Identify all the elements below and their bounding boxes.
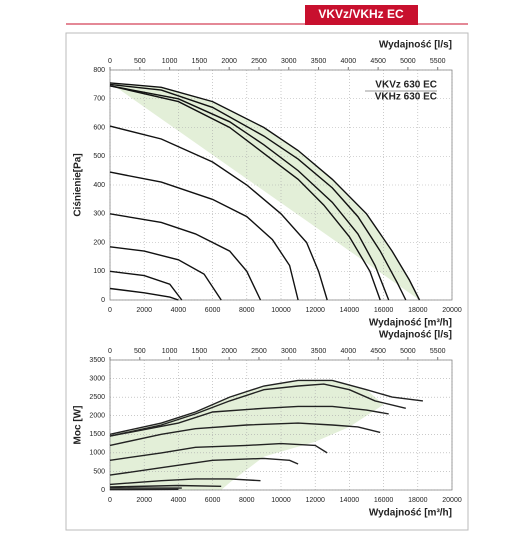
x2-tick-label: 2500 [251, 348, 267, 355]
header-box [305, 5, 418, 25]
curve [109, 442, 328, 461]
x-tick-label: 0 [108, 307, 112, 314]
y-tick-label: 3000 [89, 375, 105, 382]
x2-tick-label: 0 [108, 58, 112, 65]
curve [109, 83, 407, 301]
curve [109, 270, 183, 301]
plot-border [109, 69, 453, 301]
x2-tick-label: 2500 [251, 58, 267, 65]
x-tick-label: 8000 [239, 307, 255, 314]
y-tick-label: 1500 [89, 431, 105, 438]
x2-axis-title: Wydajność [l/s] [379, 40, 452, 51]
y-tick-label: 600 [93, 124, 105, 131]
x2-tick-label: 1500 [192, 348, 208, 355]
y-tick-label: 1000 [89, 450, 105, 457]
x-tick-label: 20000 [442, 497, 462, 504]
x2-tick-label: 4500 [370, 348, 386, 355]
frame [65, 32, 469, 531]
curve [109, 125, 328, 301]
x2-tick-label: 500 [134, 348, 146, 355]
x-tick-label: 4000 [171, 497, 187, 504]
y-tick-label: 500 [93, 153, 105, 160]
x2-tick-label: 4500 [370, 58, 386, 65]
x2-tick-label: 1000 [162, 348, 178, 355]
y-tick-label: 500 [93, 468, 105, 475]
x-tick-label: 16000 [374, 497, 394, 504]
x2-tick-label: 1500 [192, 58, 208, 65]
y-tick-label: 200 [93, 239, 105, 246]
y-tick-label: 700 [93, 96, 105, 103]
curve [109, 422, 381, 447]
x-tick-label: 8000 [239, 497, 255, 504]
y-tick-label: 2000 [89, 413, 105, 420]
curve [109, 379, 423, 435]
annotation: VKVz 630 EC [375, 80, 437, 91]
y-axis-title: Ciśnienie[Pa] [73, 153, 84, 216]
x2-tick-label: 4000 [341, 348, 357, 355]
y-tick-label: 0 [101, 487, 105, 494]
x-tick-label: 2000 [136, 307, 152, 314]
x-axis-title: Wydajność [m³/h] [369, 508, 452, 519]
x-tick-label: 6000 [205, 497, 221, 504]
curve [109, 246, 222, 301]
x2-tick-label: 3500 [311, 58, 327, 65]
y-tick-label: 3500 [89, 357, 105, 364]
header-title: VKVz/VKHz EC [318, 7, 404, 21]
x-tick-label: 18000 [408, 307, 428, 314]
x-tick-label: 6000 [205, 307, 221, 314]
x2-tick-label: 500 [134, 58, 146, 65]
y-tick-label: 0 [101, 297, 105, 304]
x2-tick-label: 3000 [281, 58, 297, 65]
y-tick-label: 300 [93, 211, 105, 218]
y-tick-label: 800 [93, 67, 105, 74]
x-tick-label: 12000 [305, 307, 325, 314]
x2-tick-label: 4000 [341, 58, 357, 65]
x-tick-label: 10000 [271, 307, 291, 314]
curve [109, 171, 299, 301]
curve [109, 287, 179, 301]
x-tick-label: 4000 [171, 307, 187, 314]
x-tick-label: 12000 [305, 497, 325, 504]
x2-tick-label: 1000 [162, 58, 178, 65]
y-tick-label: 2500 [89, 394, 105, 401]
shaded-area [110, 82, 420, 301]
curve [109, 383, 406, 437]
y-tick-label: 400 [93, 182, 105, 189]
x2-tick-label: 5000 [400, 348, 416, 355]
x2-tick-label: 2000 [221, 348, 237, 355]
curve [109, 82, 421, 301]
x2-tick-label: 3500 [311, 348, 327, 355]
plot-border [109, 359, 453, 491]
x-tick-label: 16000 [374, 307, 394, 314]
curve [109, 484, 222, 488]
annotation: VKHz 630 EC [375, 92, 437, 103]
y-axis-title: Moc [W] [73, 406, 84, 445]
curve [109, 85, 381, 301]
x2-tick-label: 3000 [281, 348, 297, 355]
x-tick-label: 14000 [340, 497, 360, 504]
x2-axis-title: Wydajność [l/s] [379, 330, 452, 341]
x-tick-label: 0 [108, 497, 112, 504]
x-tick-label: 10000 [271, 497, 291, 504]
curve [109, 405, 389, 437]
curve [109, 478, 261, 486]
x-tick-label: 2000 [136, 497, 152, 504]
x2-tick-label: 5500 [430, 348, 446, 355]
curve [109, 213, 262, 301]
y-tick-label: 100 [93, 268, 105, 275]
curve [109, 85, 390, 301]
x2-tick-label: 5000 [400, 58, 416, 65]
x2-tick-label: 0 [108, 348, 112, 355]
x-tick-label: 14000 [340, 307, 360, 314]
curve [109, 457, 299, 476]
x-tick-label: 18000 [408, 497, 428, 504]
x-axis-title: Wydajność [m³/h] [369, 318, 452, 329]
x-tick-label: 20000 [442, 307, 462, 314]
x2-tick-label: 2000 [221, 58, 237, 65]
x2-tick-label: 5500 [430, 58, 446, 65]
